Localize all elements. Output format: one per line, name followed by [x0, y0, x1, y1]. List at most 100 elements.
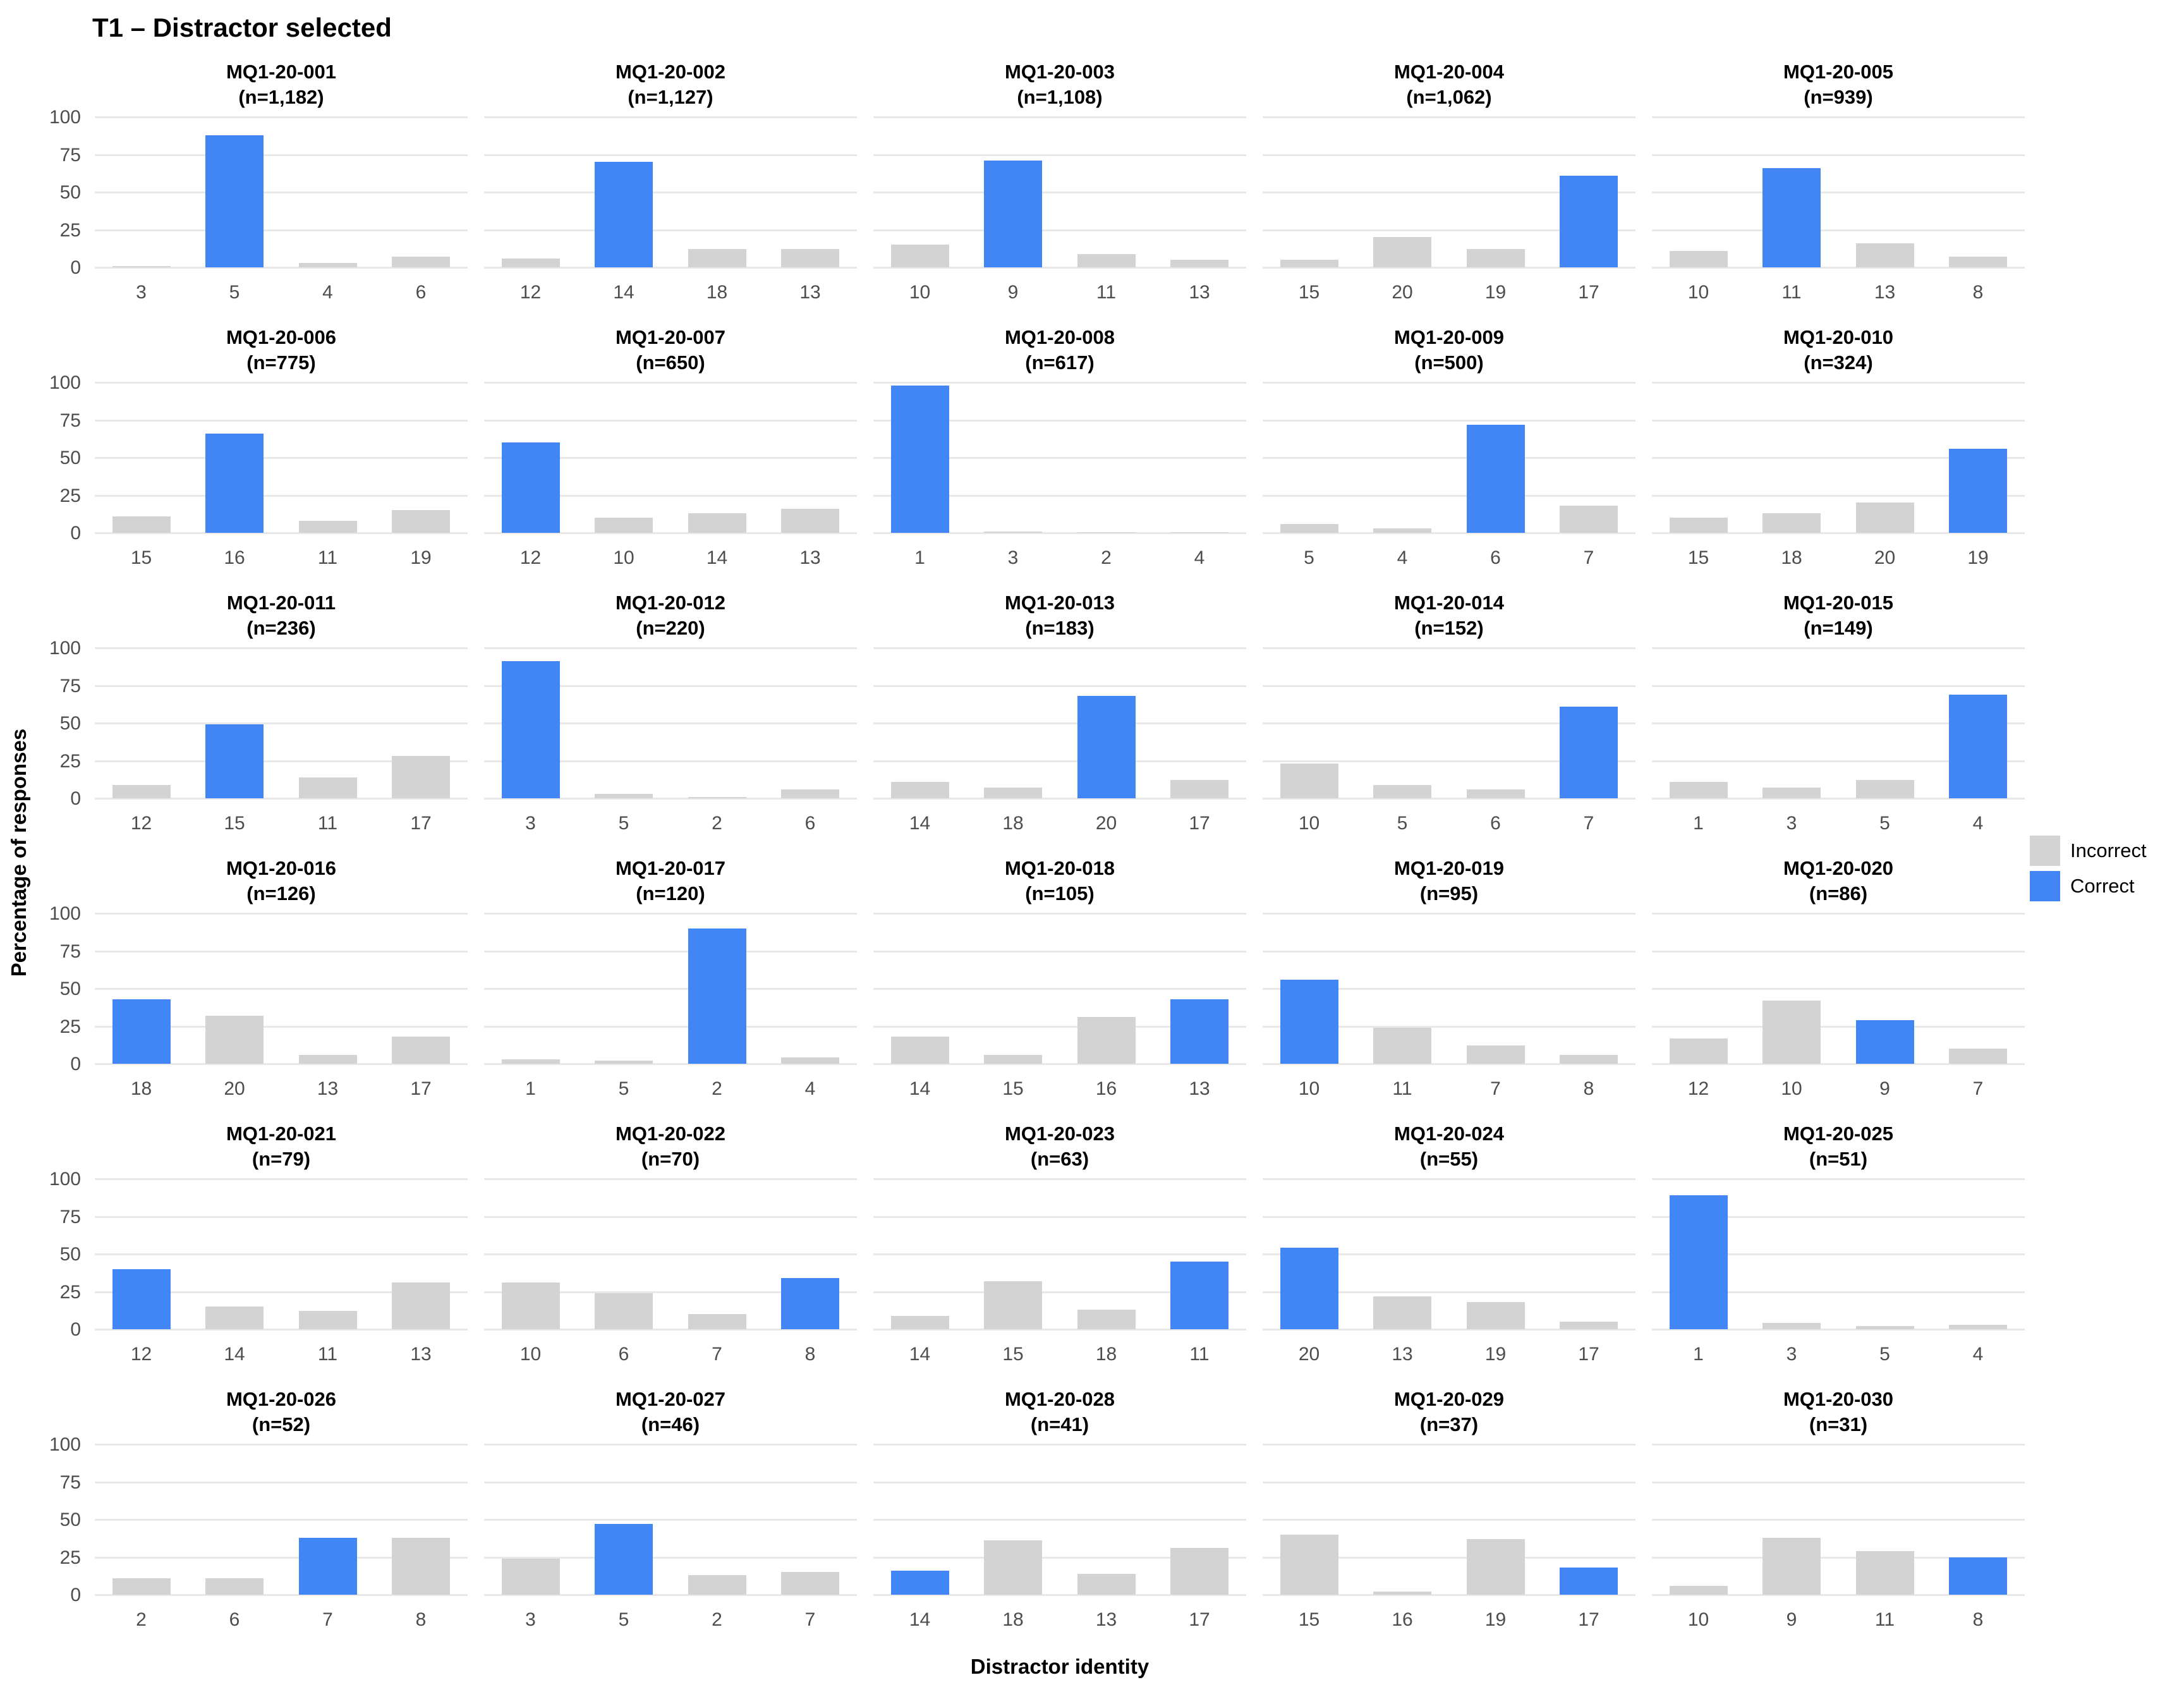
x-tick-label: 7: [1972, 1078, 1984, 1099]
y-tick-label: 25: [59, 219, 81, 241]
y-tick-label: 25: [59, 485, 81, 506]
x-tick-label: 13: [799, 547, 821, 568]
bar-incorrect: [1077, 253, 1136, 267]
gridline-75: [95, 685, 468, 687]
gridline-50: [1263, 1519, 1635, 1521]
x-tick-label: 11: [1392, 1078, 1412, 1099]
facet-plot: [1652, 1178, 2025, 1331]
facet-xticks: 12 14 18 13: [484, 282, 857, 307]
x-tick-label: 5: [229, 282, 240, 303]
gridline-75: [873, 154, 1246, 156]
facet-panel: MQ1-20-022 (n=70) 10 6 7 8: [484, 1117, 857, 1383]
page-title: T1 – Distractor selected: [92, 13, 392, 42]
gridline-0: [873, 798, 1246, 800]
x-tick-label: 10: [1298, 1078, 1320, 1099]
y-tick-label: 50: [59, 1509, 81, 1530]
facet-n: (n=775): [246, 351, 316, 374]
bar-correct: [205, 724, 264, 798]
bar-incorrect: [392, 1537, 451, 1595]
x-tick-label: 20: [1095, 813, 1117, 834]
gridline-25: [873, 760, 1246, 762]
facet-panel: MQ1-20-023 (n=63) 14 15 18 11: [873, 1117, 1246, 1383]
x-tick-label: 3: [136, 282, 147, 303]
gridline-25: [1263, 1025, 1635, 1028]
facet-title: MQ1-20-027 (n=46): [484, 1383, 857, 1439]
facet-xticks: 12 14 11 13: [95, 1344, 468, 1369]
facet-plot: 100 75 50 25 0: [49, 1169, 468, 1340]
gridline-75: [1652, 419, 2025, 422]
facet-title: MQ1-20-028 (n=41): [873, 1383, 1246, 1439]
gridline-25: [873, 1556, 1246, 1559]
facet-plot: [1652, 913, 2025, 1065]
facet-title: MQ1-20-025 (n=51): [1652, 1117, 2025, 1173]
bar-incorrect: [1949, 257, 2008, 267]
gridline-50: [484, 457, 857, 459]
x-tick-label: 14: [909, 813, 931, 834]
gridline-100: [95, 1178, 468, 1180]
bar-incorrect: [1170, 1548, 1229, 1595]
x-tick-label: 15: [1298, 1609, 1320, 1630]
y-tick-label: 100: [49, 638, 81, 659]
facet-n: (n=63): [1030, 1148, 1089, 1170]
bar-incorrect: [205, 1578, 264, 1595]
gridline-100: [1263, 382, 1635, 384]
incorrect-swatch-icon: [2030, 836, 2060, 866]
bar-incorrect: [1280, 260, 1338, 267]
gridline-100: [1652, 1178, 2025, 1180]
bar-incorrect: [595, 1293, 653, 1329]
gridline-50: [1263, 457, 1635, 459]
gridline-75: [873, 1481, 1246, 1483]
gridline-50: [1652, 722, 2025, 724]
facet-id: MQ1-20-012: [615, 592, 726, 614]
gridline-75: [873, 1215, 1246, 1218]
facet-n: (n=126): [246, 882, 316, 904]
x-tick-label: 2: [136, 1609, 147, 1630]
x-tick-label: 10: [1687, 1609, 1709, 1630]
gridline-50: [873, 1253, 1246, 1255]
gridline-100: [1652, 382, 2025, 384]
gridline-0: [95, 1594, 468, 1596]
facet-xticks: 15 20 19 17: [1263, 282, 1635, 307]
gridline-75: [484, 1481, 857, 1483]
y-tick-label: 75: [59, 1206, 81, 1227]
x-tick-label: 7: [712, 1344, 722, 1365]
facet-panel: MQ1-20-016 (n=126) 100 75 50 25 0 18 20 13 17: [49, 852, 468, 1117]
y-tick-label: 100: [49, 1434, 81, 1455]
facet-panel: MQ1-20-011 (n=236) 100 75 50 25 0 12 15 11 17: [49, 587, 468, 852]
gridline-100: [1263, 116, 1635, 118]
bar-incorrect: [781, 508, 840, 533]
bar-incorrect: [688, 1314, 746, 1329]
facet-id: MQ1-20-024: [1393, 1123, 1505, 1145]
facet-id: MQ1-20-026: [226, 1388, 337, 1410]
gridline-0: [484, 1594, 857, 1596]
facet-xticks: 1 3 2 4: [873, 547, 1246, 573]
gridline-0: [95, 798, 468, 800]
bar-incorrect: [1466, 1302, 1525, 1329]
x-tick-label: 8: [804, 1344, 816, 1365]
x-tick-label: 9: [1786, 1609, 1797, 1630]
y-tick-label: 25: [59, 1016, 81, 1037]
gridline-100: [484, 647, 857, 649]
facet-n: (n=500): [1414, 351, 1484, 374]
bar-correct: [1466, 424, 1525, 533]
facet-plot: [1263, 382, 1635, 534]
facet-n: (n=1,182): [238, 86, 324, 108]
bar-incorrect: [501, 1282, 560, 1329]
x-tick-label: 9: [1879, 1078, 1890, 1099]
gridline-0: [95, 1063, 468, 1065]
bar-incorrect: [1170, 780, 1229, 798]
x-tick-label: 16: [1392, 1609, 1413, 1630]
facet-plot: [1652, 382, 2025, 534]
bar-incorrect: [781, 789, 840, 798]
facet-n: (n=324): [1804, 351, 1873, 374]
facet-xticks: 15 16 19 17: [1263, 1609, 1635, 1635]
gridline-0: [484, 532, 857, 534]
x-tick-label: 13: [1189, 282, 1210, 303]
bar-incorrect: [1855, 780, 1914, 798]
x-tick-label: 8: [1972, 282, 1984, 303]
facet-plot: [873, 1178, 1246, 1331]
x-tick-label: 12: [130, 813, 152, 834]
bar-incorrect: [1762, 1323, 1821, 1329]
x-tick-label: 5: [618, 1078, 629, 1099]
